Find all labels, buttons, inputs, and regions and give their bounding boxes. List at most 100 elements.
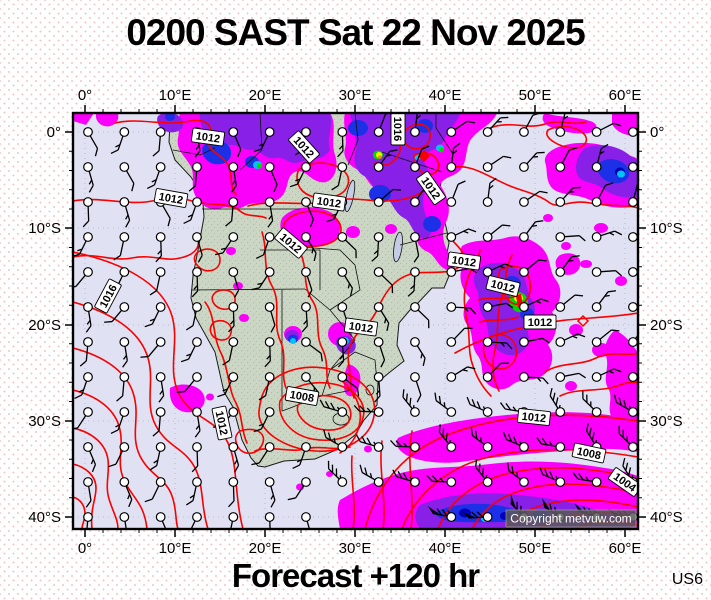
- wind-barb: [582, 390, 602, 417]
- station-circle: [446, 477, 457, 487]
- station-circle: [591, 232, 602, 242]
- lake: [344, 179, 356, 213]
- station-circle: [519, 337, 529, 347]
- station-circle: [591, 127, 602, 137]
- isobar-line: [350, 455, 356, 529]
- lon-axis-label: 30°E: [339, 540, 372, 557]
- barb-tick: [215, 252, 224, 256]
- barb-tick: [420, 353, 423, 359]
- barb-tick: [237, 149, 242, 158]
- isobar-label: 1012: [523, 314, 557, 330]
- barb-pennant: [427, 505, 441, 515]
- barb-tick: [258, 395, 267, 401]
- barb-tick: [144, 323, 153, 328]
- station-circle: [264, 512, 275, 522]
- barb-shaft: [87, 206, 90, 222]
- barb-shaft: [598, 184, 607, 199]
- station-circle: [373, 127, 384, 137]
- wind-barb: [519, 220, 544, 242]
- barb-tick: [234, 289, 240, 298]
- barb-shaft: [360, 441, 375, 447]
- lon-axis-label: 20°E: [249, 87, 282, 104]
- barb-tick: [115, 424, 121, 428]
- barb-tick: [457, 180, 466, 185]
- isobar-label: 1012: [343, 317, 379, 337]
- barb-tick: [326, 218, 335, 223]
- barb-shaft: [455, 306, 471, 309]
- barb-tick: [647, 120, 655, 121]
- barb-tick: [563, 115, 569, 120]
- storm-marker-icon: [576, 314, 590, 328]
- wind-barb: [410, 337, 426, 367]
- barb-shaft: [491, 302, 507, 307]
- isobar-line: [339, 380, 362, 454]
- lon-axis-label: 0°: [78, 540, 92, 557]
- precipitation-area: [226, 247, 236, 255]
- barb-tick: [535, 220, 544, 223]
- barb-tick: [464, 307, 469, 312]
- isobar-label-value: 1012: [316, 195, 342, 210]
- barb-tick: [375, 390, 381, 395]
- wind-barb: [144, 302, 166, 328]
- station-circle: [264, 477, 275, 487]
- barb-shaft: [305, 311, 308, 326]
- wind-barb: [146, 162, 166, 190]
- country-border: [172, 147, 216, 156]
- precipitation-area: [435, 503, 520, 523]
- barb-tick: [466, 120, 476, 124]
- wind-barb: [628, 302, 638, 312]
- wind-barb: [83, 127, 99, 157]
- station-circle: [482, 232, 493, 242]
- barb-tick: [369, 473, 373, 479]
- barb-tick: [140, 355, 149, 358]
- barb-shaft: [417, 309, 430, 321]
- lon-axis-label: 40°E: [429, 540, 462, 557]
- barb-tick: [225, 220, 233, 227]
- wind-barb: [337, 127, 348, 158]
- wind-barb: [628, 266, 658, 277]
- wind-barb: [319, 399, 348, 417]
- wind-barb: [613, 394, 638, 417]
- barb-shaft: [582, 398, 594, 410]
- lon-axis-label: 20°E: [249, 540, 282, 557]
- wind-barb: [410, 302, 430, 329]
- barb-tick: [251, 287, 260, 291]
- station-circle: [591, 477, 602, 487]
- station-circle: [519, 477, 529, 487]
- barb-shaft: [597, 148, 602, 163]
- barb-tick: [651, 266, 658, 270]
- barb-tick: [115, 144, 121, 148]
- barb-tick: [251, 462, 260, 466]
- station-circle: [119, 372, 130, 382]
- barb-tick: [599, 150, 605, 155]
- barb-tick: [622, 457, 626, 467]
- station-circle: [446, 162, 457, 172]
- barb-tick: [337, 360, 345, 368]
- barb-tick: [539, 190, 548, 194]
- isobar-label: 1008: [284, 386, 320, 406]
- isobar-label: 1008: [571, 442, 607, 464]
- station-circle: [591, 407, 602, 417]
- wind-barb: [446, 302, 477, 315]
- barb-tick: [613, 394, 618, 403]
- barb-shaft: [435, 400, 449, 410]
- station-circle: [337, 442, 348, 452]
- lat-axis-label: 10°S: [28, 220, 61, 237]
- wind-barb: [337, 372, 360, 397]
- barb-shaft: [472, 435, 485, 445]
- wind-barb: [390, 440, 420, 452]
- barb-shaft: [194, 171, 198, 186]
- wind-barb: [446, 180, 466, 207]
- precipitation-area: [543, 214, 553, 222]
- barb-tick: [197, 254, 203, 263]
- barb-tick: [380, 359, 386, 368]
- barb-shaft: [381, 274, 393, 286]
- isobar-label-box: [274, 227, 308, 259]
- wind-barb: [110, 407, 130, 435]
- barb-tick: [512, 406, 517, 412]
- barb-shaft: [344, 275, 353, 289]
- station-circle: [519, 162, 529, 172]
- barb-shaft: [192, 486, 197, 501]
- barb-tick: [91, 464, 97, 473]
